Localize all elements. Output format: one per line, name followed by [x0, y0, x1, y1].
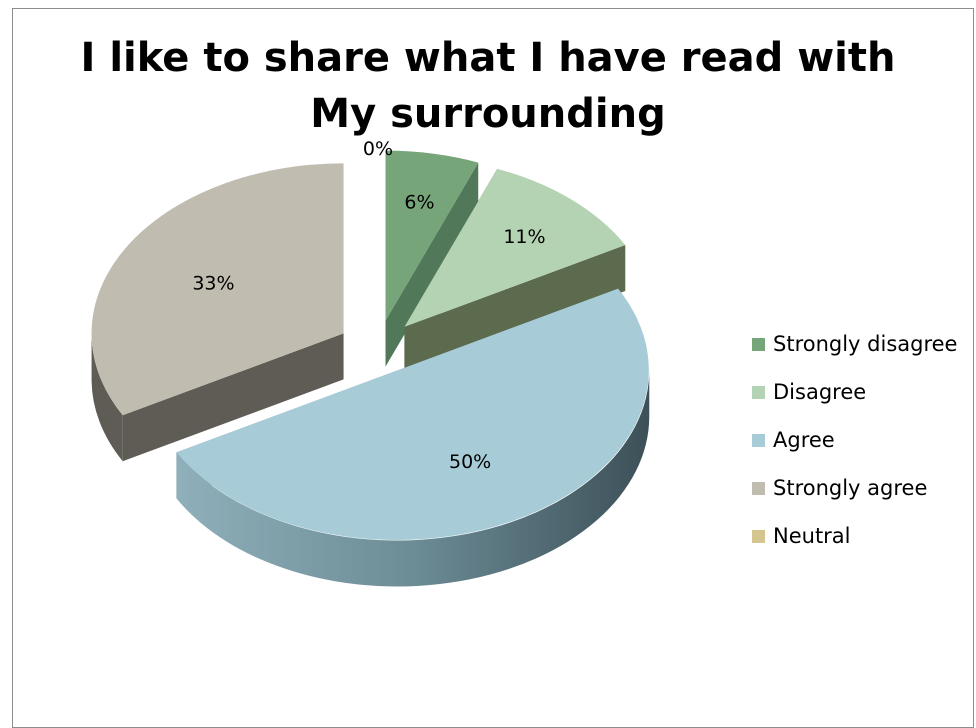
- legend-item-agree: Agree: [752, 416, 957, 464]
- slice-strongly-disagree: [385, 150, 479, 321]
- legend-label: Neutral: [773, 524, 851, 548]
- legend-label: Agree: [773, 428, 835, 452]
- legend-swatch: [752, 385, 765, 399]
- data-label-strongly-disagree: 6%: [404, 191, 434, 213]
- slice-wall-strongly-agree: [122, 333, 344, 462]
- legend-swatch: [752, 529, 765, 543]
- legend-item-disagree: Disagree: [752, 368, 957, 416]
- legend: Strongly disagree Disagree Agree Strongl…: [752, 320, 957, 560]
- data-label-disagree: 11%: [503, 226, 545, 248]
- legend-swatch: [752, 481, 765, 495]
- data-label-neutral: 0%: [363, 138, 393, 160]
- pie-plot: 0% 6% 11% 50% 33%: [91, 138, 650, 587]
- legend-label: Disagree: [773, 380, 867, 404]
- legend-label: Strongly disagree: [773, 332, 958, 356]
- legend-item-strongly-disagree: Strongly disagree: [752, 320, 957, 368]
- slice-wall-strongly-disagree: [385, 162, 479, 367]
- legend-label: Strongly agree: [773, 476, 928, 500]
- data-label-agree: 50%: [449, 451, 491, 473]
- slice-side-strongly-agree: [91, 333, 123, 462]
- slice-side-agree: [176, 370, 650, 587]
- chart-title: I like to share what I have read with My…: [0, 30, 976, 142]
- legend-swatch: [752, 337, 765, 351]
- slice-strongly-agree: [91, 163, 344, 416]
- chart-title-line-2: My surrounding: [310, 91, 666, 137]
- data-label-strongly-agree: 33%: [192, 272, 234, 294]
- legend-item-strongly-agree: Strongly agree: [752, 464, 957, 512]
- slice-disagree: [404, 168, 626, 327]
- legend-item-neutral: Neutral: [752, 512, 957, 560]
- slice-wall-disagree: [404, 245, 626, 373]
- slice-agree: [176, 288, 649, 540]
- chart-title-line-1: I like to share what I have read with: [80, 35, 896, 81]
- legend-swatch: [752, 433, 765, 447]
